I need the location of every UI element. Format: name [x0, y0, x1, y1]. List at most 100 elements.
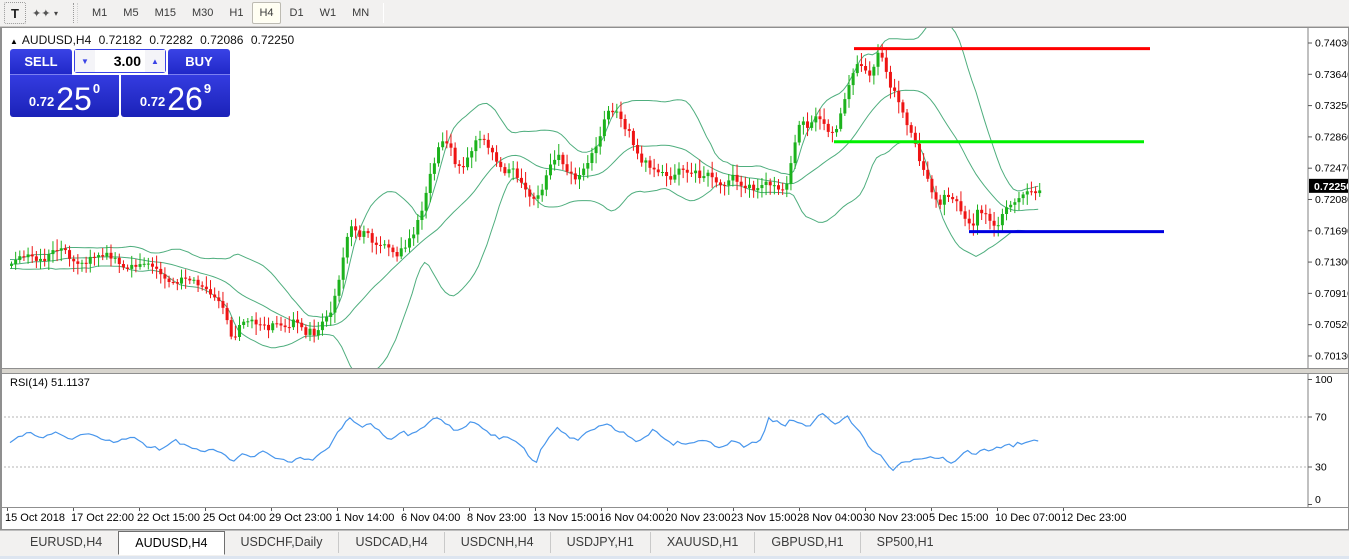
rsi-indicator-pane[interactable]: 100 70 30 0 RSI(14) 51.1137: [2, 374, 1348, 507]
pane-splitter[interactable]: [2, 368, 1348, 374]
time-tick: [139, 508, 140, 511]
time-label: 8 Nov 23:00: [467, 512, 527, 524]
time-label: 6 Nov 04:00: [401, 512, 461, 524]
time-label: 15 Oct 2018: [5, 512, 65, 524]
buy-price-big: 26: [167, 81, 203, 117]
drawing-tool-button[interactable]: ✦✦ ▾: [28, 2, 62, 24]
timeframe-buttons: M1 M5 M15 M30 H1 H4 D1 W1 MN: [84, 2, 377, 24]
volume-input[interactable]: [95, 50, 145, 72]
sell-price-big: 25: [56, 81, 92, 117]
timeframe-button-d1[interactable]: D1: [289, 7, 304, 19]
timeframe-button-m15[interactable]: M15: [154, 7, 176, 19]
tab-sp500-h1[interactable]: SP500,H1: [859, 532, 950, 553]
tab-xauusd-h1[interactable]: XAUUSD,H1: [649, 532, 755, 553]
ohlc-open: 0.72182: [98, 33, 143, 47]
rsi-label: RSI(14) 51.1137: [10, 377, 90, 389]
one-click-trading-panel: SELL ▼ ▲ BUY 0.72 25 0 0.72: [10, 49, 230, 117]
chart-tab-bar: EURUSD,H4 AUDUSD,H4 USDCHF,Daily USDCAD,H4 U…: [0, 530, 1349, 556]
tab-usdcnh-h4[interactable]: USDCNH,H4: [443, 532, 550, 553]
drawing-tool-icon: ✦✦: [32, 7, 51, 20]
chart-window: ▲ AUDUSD,H4 0.72182 0.72282 0.72086 0.722…: [0, 27, 1349, 530]
rsi-axis-label: 100: [1315, 374, 1333, 386]
text-tool-button[interactable]: T: [4, 2, 26, 24]
sell-price-block[interactable]: 0.72 25 0: [10, 75, 119, 117]
time-label: 17 Oct 22:00: [71, 512, 134, 524]
time-tick: [1063, 508, 1064, 511]
time-tick: [337, 508, 338, 511]
time-tick: [865, 508, 866, 511]
volume-increase-button[interactable]: ▲: [145, 50, 165, 72]
toolbar-grip[interactable]: [73, 3, 78, 23]
volume-stepper: ▼ ▲: [74, 49, 166, 73]
timeframe-button-w1[interactable]: W1: [319, 7, 337, 19]
time-label: 20 Nov 23:00: [665, 512, 731, 524]
candles: [10, 43, 1042, 343]
volume-decrease-button[interactable]: ▼: [75, 50, 95, 72]
chart-title: ▲ AUDUSD,H4 0.72182 0.72282 0.72086 0.722…: [10, 33, 298, 47]
time-tick: [799, 508, 800, 511]
time-tick: [733, 508, 734, 511]
collapse-trade-panel-icon[interactable]: ▲: [10, 37, 18, 46]
time-tick: [73, 508, 74, 511]
sell-price-sup: 0: [92, 81, 101, 96]
chevron-down-icon: ▾: [53, 8, 58, 18]
time-tick: [403, 508, 404, 511]
timeframe-button-m5[interactable]: M5: [123, 7, 139, 19]
tab-usdchf-daily[interactable]: USDCHF,Daily: [240, 535, 323, 549]
time-axis[interactable]: 15 Oct 2018 17 Oct 22:00 22 Oct 15:00 25 Oc…: [2, 507, 1348, 529]
rsi-axis-label: 70: [1315, 412, 1327, 424]
timeframe-button-h1[interactable]: H1: [229, 7, 244, 19]
timeframe-button-m1[interactable]: M1: [92, 7, 108, 19]
buy-button[interactable]: BUY: [168, 49, 230, 75]
timeframe-button-h4[interactable]: H4: [252, 2, 281, 24]
tab-gbpusd-h1[interactable]: GBPUSD,H1: [754, 532, 859, 553]
time-label: 30 Nov 23:00: [863, 512, 929, 524]
sell-button[interactable]: SELL: [10, 49, 72, 75]
time-label: 22 Oct 15:00: [137, 512, 200, 524]
tab-usdcad-h4[interactable]: USDCAD,H4: [338, 532, 443, 553]
timeframe-button-m30[interactable]: M30: [191, 7, 214, 19]
timeframe-button-mn[interactable]: MN: [352, 7, 370, 19]
tab-usdjpy-h1[interactable]: USDJPY,H1: [549, 532, 650, 553]
time-tick: [601, 508, 602, 511]
rsi-line: [9, 412, 1039, 472]
rsi-chart: 100 70 30 0: [4, 374, 1333, 507]
text-tool-icon: T: [11, 5, 19, 21]
time-label: 5 Dec 15:00: [929, 512, 989, 524]
time-label: 16 Nov 04:00: [599, 512, 665, 524]
rsi-axis-label: 0: [1315, 494, 1321, 506]
sell-price-prefix: 0.72: [28, 94, 55, 109]
chevron-up-icon: ▲: [151, 56, 159, 66]
time-label: 28 Nov 04:00: [797, 512, 863, 524]
time-tick: [931, 508, 932, 511]
buy-price-prefix: 0.72: [139, 94, 166, 109]
buy-price-sup: 9: [203, 81, 212, 96]
time-tick: [667, 508, 668, 511]
tab-eurusd-h4[interactable]: EURUSD,H4: [30, 535, 103, 549]
ohlc-low: 0.72086: [200, 33, 244, 47]
current-price-tag: [1309, 178, 1348, 193]
rsi-axis-label: 30: [1315, 462, 1327, 474]
time-tick: [7, 508, 8, 511]
main-chart-pane[interactable]: ▲ AUDUSD,H4 0.72182 0.72282 0.72086 0.722…: [2, 28, 1348, 368]
buy-price-block[interactable]: 0.72 26 9: [121, 75, 230, 117]
time-tick: [469, 508, 470, 511]
candlestick-chart[interactable]: 0.740300.736400.732500.728600.724700.720…: [2, 28, 1348, 368]
time-tick: [997, 508, 998, 511]
window-bottom-edge: [0, 556, 1349, 559]
toolbar: T ✦✦ ▾ M1 M5 M15 M30 H1 H4 D1 W1 MN: [0, 0, 1349, 27]
ohlc-close: 0.72250: [250, 33, 295, 47]
chart-symbol: AUDUSD,H4: [21, 33, 92, 47]
tab-audusd-h4[interactable]: AUDUSD,H4: [118, 531, 225, 555]
